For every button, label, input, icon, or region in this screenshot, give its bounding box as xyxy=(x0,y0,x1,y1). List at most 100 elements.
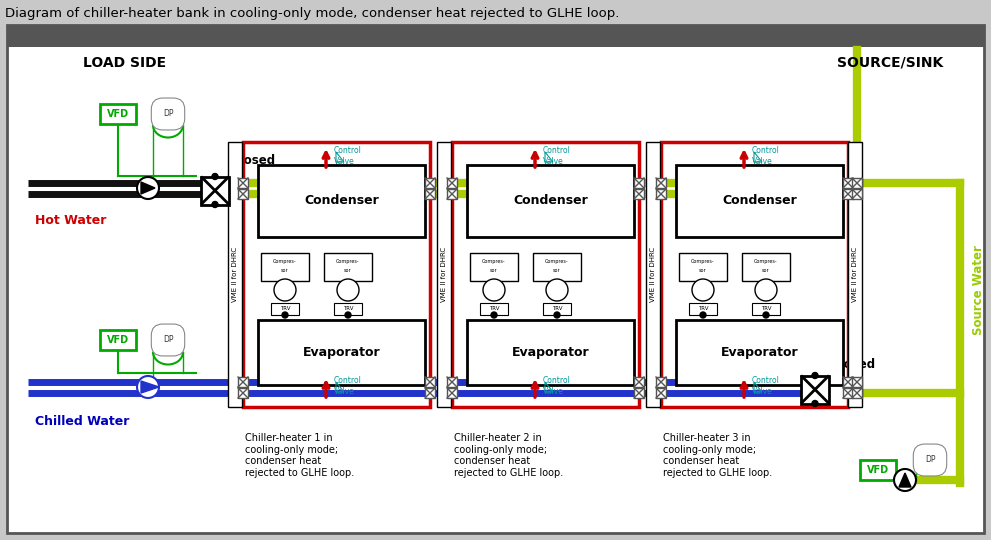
Text: Evaporator: Evaporator xyxy=(302,346,381,359)
Circle shape xyxy=(700,312,706,318)
Bar xyxy=(238,189,248,199)
Text: sor: sor xyxy=(700,268,707,273)
Text: Compres-: Compres- xyxy=(691,259,715,264)
Circle shape xyxy=(894,469,916,491)
Bar xyxy=(634,388,644,398)
Text: Control
Valve: Control Valve xyxy=(543,376,571,396)
Circle shape xyxy=(692,279,714,301)
Polygon shape xyxy=(141,182,155,194)
Bar xyxy=(689,303,717,315)
Text: Condenser: Condenser xyxy=(513,194,588,207)
Bar xyxy=(261,253,309,281)
Bar xyxy=(243,142,430,407)
Bar xyxy=(452,142,639,407)
Text: Condenser: Condenser xyxy=(304,194,379,207)
Bar xyxy=(258,320,425,385)
Bar xyxy=(860,460,896,480)
Bar xyxy=(467,320,634,385)
Text: DP: DP xyxy=(925,456,936,464)
Text: Evaporator: Evaporator xyxy=(511,346,590,359)
Text: VFD: VFD xyxy=(107,109,129,119)
Bar xyxy=(646,142,660,407)
Bar xyxy=(801,375,829,403)
Circle shape xyxy=(546,279,568,301)
Circle shape xyxy=(491,312,497,318)
Bar xyxy=(656,388,666,398)
Text: Chiller-heater 3 in
cooling-only mode;
condenser heat
rejected to GLHE loop.: Chiller-heater 3 in cooling-only mode; c… xyxy=(663,433,772,478)
Bar xyxy=(425,377,435,387)
Circle shape xyxy=(812,401,818,407)
Bar xyxy=(470,253,518,281)
Bar xyxy=(238,178,248,188)
Bar xyxy=(201,177,229,205)
Circle shape xyxy=(345,312,351,318)
Bar xyxy=(656,178,666,188)
Text: Closed: Closed xyxy=(831,359,875,372)
Circle shape xyxy=(554,312,560,318)
Bar xyxy=(271,303,299,315)
Bar xyxy=(752,303,780,315)
Text: TRV: TRV xyxy=(279,307,290,312)
Text: DP: DP xyxy=(163,335,173,345)
Bar xyxy=(656,377,666,387)
Text: sor: sor xyxy=(762,268,770,273)
Text: sor: sor xyxy=(281,268,288,273)
Polygon shape xyxy=(141,381,159,393)
Bar xyxy=(258,165,425,237)
Bar xyxy=(447,388,457,398)
Text: Evaporator: Evaporator xyxy=(720,346,799,359)
Bar xyxy=(676,320,843,385)
Text: VFD: VFD xyxy=(107,335,129,345)
Text: Compres-: Compres- xyxy=(545,259,569,264)
Polygon shape xyxy=(899,473,911,487)
Text: TRV: TRV xyxy=(489,307,499,312)
Circle shape xyxy=(337,279,359,301)
Bar xyxy=(100,104,136,124)
Bar xyxy=(661,142,848,407)
Text: VME II for DHRC: VME II for DHRC xyxy=(650,247,656,302)
Bar xyxy=(852,189,862,199)
Circle shape xyxy=(212,173,218,179)
Text: Control
Valve: Control Valve xyxy=(543,146,571,166)
Bar xyxy=(843,178,853,188)
Bar xyxy=(634,189,644,199)
Circle shape xyxy=(137,177,159,199)
Bar xyxy=(852,377,862,387)
Text: Control
Valve: Control Valve xyxy=(334,146,362,166)
Bar xyxy=(843,189,853,199)
Text: Control
Valve: Control Valve xyxy=(752,146,780,166)
Circle shape xyxy=(755,279,777,301)
Text: Compres-: Compres- xyxy=(336,259,360,264)
Bar xyxy=(852,388,862,398)
Circle shape xyxy=(137,376,159,398)
Bar xyxy=(843,388,853,398)
Text: Source Water: Source Water xyxy=(971,245,984,335)
Bar xyxy=(437,142,451,407)
Text: Chilled Water: Chilled Water xyxy=(35,415,130,428)
Bar xyxy=(679,253,727,281)
Circle shape xyxy=(274,279,296,301)
Text: Control
Valve: Control Valve xyxy=(334,376,362,396)
Bar xyxy=(334,303,362,315)
Text: TRV: TRV xyxy=(552,307,562,312)
Text: SOURCE/SINK: SOURCE/SINK xyxy=(836,56,943,70)
Circle shape xyxy=(483,279,505,301)
Bar xyxy=(634,377,644,387)
Bar xyxy=(425,189,435,199)
Text: Closed: Closed xyxy=(231,153,275,166)
Text: Compres-: Compres- xyxy=(754,259,778,264)
Bar xyxy=(852,178,862,188)
Circle shape xyxy=(282,312,288,318)
Text: sor: sor xyxy=(344,268,352,273)
Bar xyxy=(543,303,571,315)
Bar xyxy=(634,178,644,188)
Bar xyxy=(742,253,790,281)
Bar xyxy=(324,253,372,281)
Text: LOAD SIDE: LOAD SIDE xyxy=(83,56,166,70)
Text: Condenser: Condenser xyxy=(722,194,797,207)
Text: VME II for DHRC: VME II for DHRC xyxy=(852,247,858,302)
Text: VME II for DHRC: VME II for DHRC xyxy=(232,247,238,302)
Bar xyxy=(7,25,984,47)
Text: TRV: TRV xyxy=(761,307,771,312)
Bar xyxy=(447,189,457,199)
